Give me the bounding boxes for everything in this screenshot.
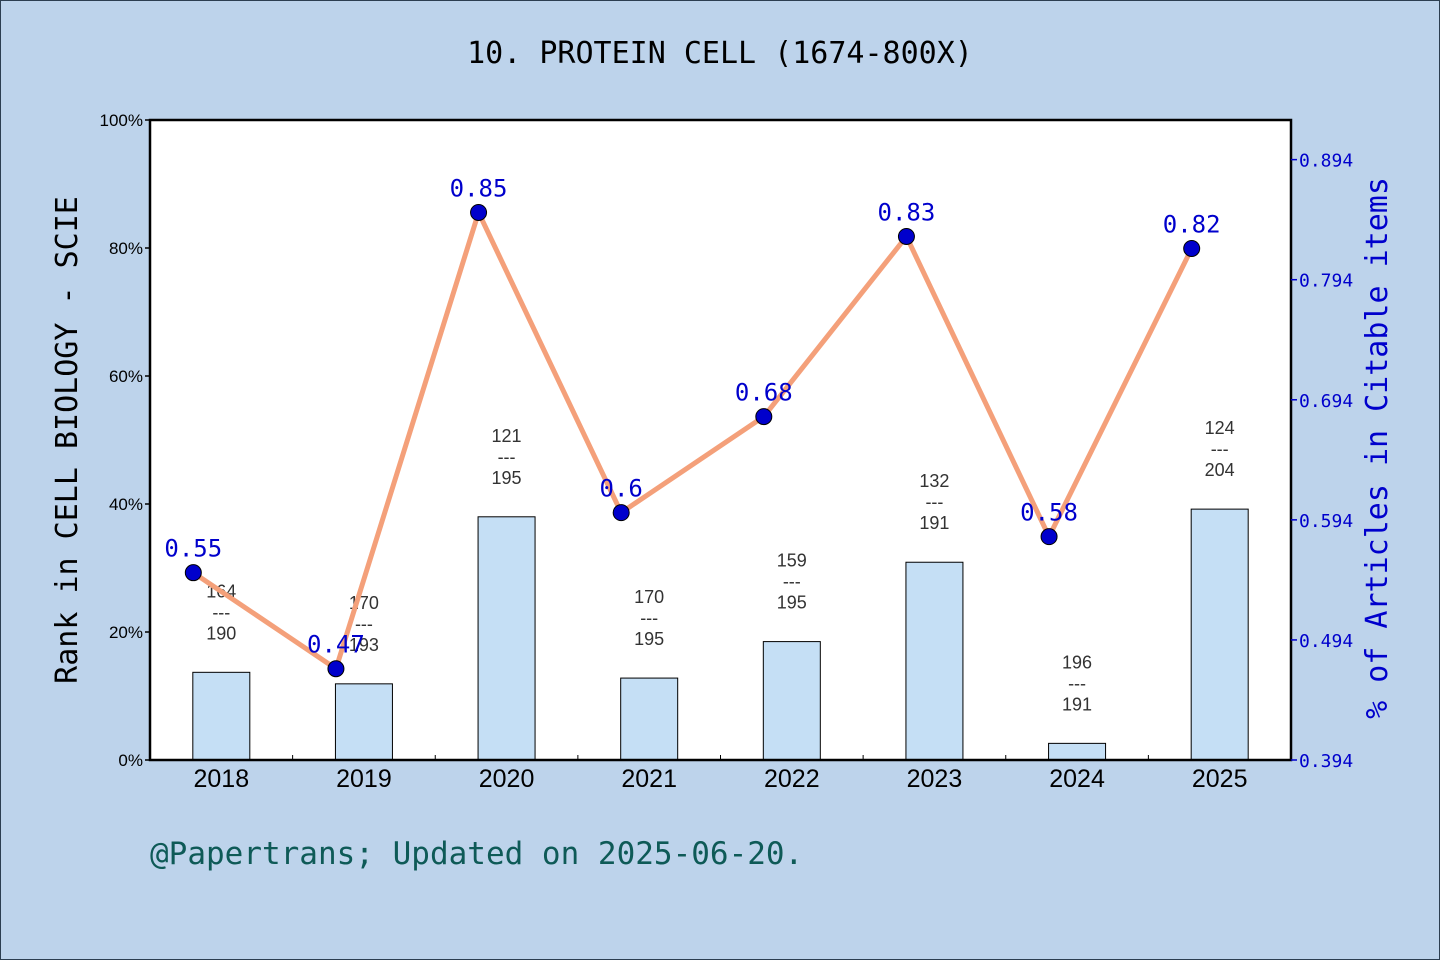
x-tick-label-2025: 2025 [1192,765,1248,793]
line-point-label-2025: 0.82 [1163,210,1221,238]
y-right-tick-label: 0.694 [1299,391,1353,412]
x-tick-label-2022: 2022 [764,765,820,793]
ratio-separator-2021: --- [640,608,658,628]
x-tick-label-2023: 2023 [907,765,963,793]
line-point-2018 [184,564,202,582]
axes-group: 0% 20% 40% 60% 80% 100% 0.394 0.494 0.594 0.694 0.… [100,111,1354,793]
y-left-tick-label: 40% [109,495,143,514]
x-tick-label-2019: 2019 [336,765,392,793]
bar-2022 [762,641,821,761]
line-point-label-2019: 0.47 [307,631,365,659]
x-tick-label-2020: 2020 [479,765,535,793]
bar-2024 [1048,742,1107,761]
ratio-rank-2023: 132 [919,471,949,491]
ratio-total-2022: 195 [777,593,807,613]
ratio-total-2025: 204 [1205,460,1235,480]
plot-area [150,120,1291,760]
bar-2020 [477,516,536,761]
x-tick-label-2021: 2021 [621,765,677,793]
line-point-label-2021: 0.6 [600,475,643,503]
line-point-label-2020: 0.85 [450,174,508,202]
y-right-tick-label: 0.894 [1299,151,1353,172]
line-point-2022 [755,408,773,426]
ratio-total-2018: 190 [206,623,236,643]
y-right-tick-label: 0.794 [1299,271,1353,292]
line-point-label-2018: 0.55 [164,535,222,563]
line-series-group: 0.55 0.47 0.85 0.6 0.68 0.83 0.58 0.82 [164,174,1221,678]
ratio-total-2023: 191 [919,513,949,533]
line-point-label-2024: 0.58 [1020,499,1078,527]
line-point-2023 [897,227,915,245]
ratio-rank-2024: 196 [1062,652,1092,672]
y-right-tick-label: 0.394 [1299,751,1353,772]
y-axis-right-label: % of Articles in Citable items [1360,177,1395,719]
y-right-tick-label: 0.494 [1299,631,1353,652]
ratio-rank-2022: 159 [777,551,807,571]
y-right-tick-label: 0.594 [1299,511,1353,532]
line-point-2025 [1183,239,1201,257]
line-point-label-2023: 0.83 [878,198,936,226]
ratio-separator-2025: --- [1211,439,1229,459]
ratio-separator-2022: --- [783,572,801,592]
bars-group [192,508,1249,761]
y-left-tick-label: 80% [109,239,143,258]
y-left-tick-label: 60% [109,367,143,386]
y-axis-left-label: Rank in CELL BIOLOGY - SCIE [50,196,85,684]
footer-credit: @Papertrans; Updated on 2025-06-20. [150,836,804,872]
ratio-separator-2023: --- [925,492,943,512]
line-series [191,209,1194,672]
ratio-total-2024: 191 [1062,694,1092,714]
y-left-tick-label: 20% [109,623,143,642]
line-point-label-2022: 0.68 [735,379,793,407]
line-point-2020 [470,203,488,221]
ratio-total-2020: 195 [492,468,522,488]
bar-2023 [905,561,964,761]
bar-2018 [192,671,251,761]
bar-2025 [1190,508,1249,761]
ratio-rank-2020: 121 [492,426,522,446]
bar-2021 [620,677,679,761]
ratio-rank-2025: 124 [1205,418,1235,438]
ratio-separator-2019: --- [355,614,373,634]
chart-title: 10. PROTEIN CELL (1674-800X) [467,36,973,71]
x-tick-label-2018: 2018 [194,765,250,793]
ratio-total-2021: 195 [634,629,664,649]
ratio-rank-2021: 170 [634,587,664,607]
line-point-2024 [1040,528,1058,546]
ratio-total-2019: 193 [349,635,379,655]
x-tick-label-2024: 2024 [1049,765,1105,793]
ratio-separator-2018: --- [212,602,230,622]
y-left-tick-label: 0% [118,751,143,770]
bar-2019 [334,683,393,761]
line-point-2021 [612,504,630,522]
y-left-tick-label: 100% [100,111,143,130]
line-point-2019 [327,660,345,678]
ratio-separator-2020: --- [498,447,516,467]
ratio-separator-2024: --- [1068,673,1086,693]
